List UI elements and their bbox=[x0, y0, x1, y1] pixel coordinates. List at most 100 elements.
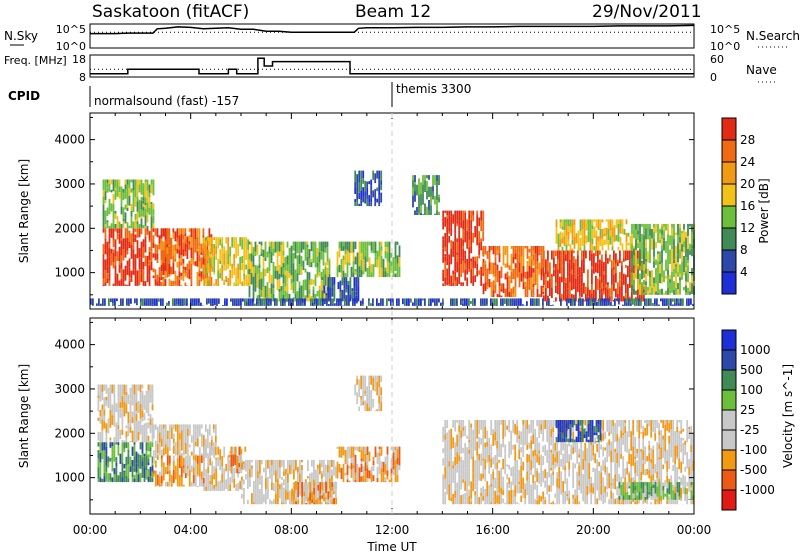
velocity-cell bbox=[148, 463, 150, 466]
velocity-cell bbox=[534, 439, 536, 450]
velocity-cell bbox=[185, 467, 187, 473]
power-cell bbox=[103, 212, 105, 222]
velocity-cell bbox=[383, 472, 385, 482]
power-cell bbox=[223, 246, 225, 253]
velocity-cell bbox=[357, 464, 359, 473]
power-cell bbox=[579, 285, 581, 293]
power-cell bbox=[232, 298, 234, 306]
power-cell bbox=[280, 298, 282, 305]
power-cell bbox=[356, 291, 358, 296]
velocity-cell bbox=[616, 463, 618, 471]
velocity-cell bbox=[548, 461, 550, 473]
power-cell bbox=[149, 185, 151, 190]
velocity-cell bbox=[385, 464, 387, 474]
velocity-cell bbox=[395, 477, 397, 482]
power-cell bbox=[123, 193, 125, 200]
power-cell bbox=[673, 239, 675, 243]
velocity-cell bbox=[281, 503, 283, 505]
power-cell bbox=[474, 298, 476, 303]
velocity-cell bbox=[120, 390, 122, 402]
velocity-cell bbox=[148, 469, 150, 477]
power-cell bbox=[578, 304, 580, 306]
velocity-cell bbox=[335, 490, 337, 499]
velocity-cell bbox=[458, 425, 460, 432]
velocity-cell bbox=[636, 460, 638, 464]
velocity-cell bbox=[450, 498, 452, 502]
velocity-cell bbox=[122, 442, 124, 452]
power-cell bbox=[647, 233, 649, 239]
velocity-cell bbox=[594, 454, 596, 464]
power-cell bbox=[298, 304, 300, 306]
power-cell bbox=[323, 269, 325, 278]
power-cell bbox=[255, 242, 257, 252]
power-cell bbox=[515, 248, 517, 253]
power-cell bbox=[222, 305, 224, 306]
power-cell bbox=[145, 256, 147, 267]
velocity-cell bbox=[181, 431, 183, 438]
power-cell bbox=[501, 283, 503, 289]
velocity-data bbox=[98, 376, 695, 505]
power-cell bbox=[565, 251, 567, 255]
velocity-cell bbox=[510, 490, 512, 501]
power-cell bbox=[659, 251, 661, 261]
power-cell bbox=[149, 275, 151, 284]
velocity-cell bbox=[234, 455, 236, 465]
velocity-cell bbox=[249, 477, 251, 479]
velocity-cell bbox=[536, 492, 538, 500]
power-cell bbox=[645, 285, 647, 293]
power-cell bbox=[313, 287, 315, 291]
power-cell bbox=[565, 255, 567, 262]
power-cell bbox=[511, 246, 513, 249]
power-cell bbox=[125, 255, 127, 258]
power-cell bbox=[159, 244, 161, 247]
power-cell bbox=[173, 263, 175, 275]
velocity-cell bbox=[98, 432, 100, 441]
velocity-cell bbox=[638, 420, 640, 428]
power-cell bbox=[460, 298, 462, 305]
power-cell bbox=[470, 262, 472, 269]
velocity-cell bbox=[367, 455, 369, 466]
velocity-cell bbox=[530, 485, 532, 496]
power-cell bbox=[422, 194, 424, 205]
power-cell bbox=[155, 253, 157, 260]
velocity-cell bbox=[185, 424, 187, 428]
power-cell bbox=[588, 219, 590, 231]
velocity-cell bbox=[203, 490, 205, 491]
power-cell bbox=[224, 305, 226, 306]
velocity-cell bbox=[446, 468, 448, 478]
power-cell bbox=[567, 277, 569, 281]
power-cell bbox=[527, 290, 529, 297]
power-cell bbox=[154, 298, 156, 306]
power-cell bbox=[109, 274, 111, 278]
power-cell bbox=[129, 242, 131, 248]
velocity-cell bbox=[207, 429, 209, 438]
velocity-cell bbox=[488, 491, 490, 501]
power-cell bbox=[611, 296, 613, 302]
velocity-cell bbox=[548, 424, 550, 435]
velocity-cell bbox=[152, 398, 154, 405]
velocity-cell bbox=[650, 455, 652, 459]
power-cell bbox=[542, 302, 544, 305]
power-cell bbox=[291, 279, 293, 284]
velocity-cell bbox=[548, 502, 550, 504]
velocity-cell bbox=[372, 384, 374, 391]
velocity-cell bbox=[612, 500, 614, 504]
power-cell bbox=[115, 239, 117, 250]
power-cell bbox=[687, 241, 689, 249]
power-cell bbox=[657, 272, 659, 282]
power-cell bbox=[442, 270, 444, 273]
velocity-cell bbox=[355, 466, 357, 473]
power-cell bbox=[113, 219, 115, 229]
power-cell bbox=[551, 274, 553, 277]
velocity-cell bbox=[163, 465, 165, 469]
velocity-cell bbox=[313, 482, 315, 488]
power-cell bbox=[105, 245, 107, 250]
power-cell bbox=[446, 257, 448, 265]
power-cell bbox=[199, 255, 201, 262]
power-cell bbox=[309, 280, 311, 285]
power-cell bbox=[121, 228, 123, 238]
velocity-cell bbox=[157, 438, 159, 444]
velocity-cell bbox=[349, 466, 351, 469]
velocity-cell bbox=[269, 460, 271, 466]
